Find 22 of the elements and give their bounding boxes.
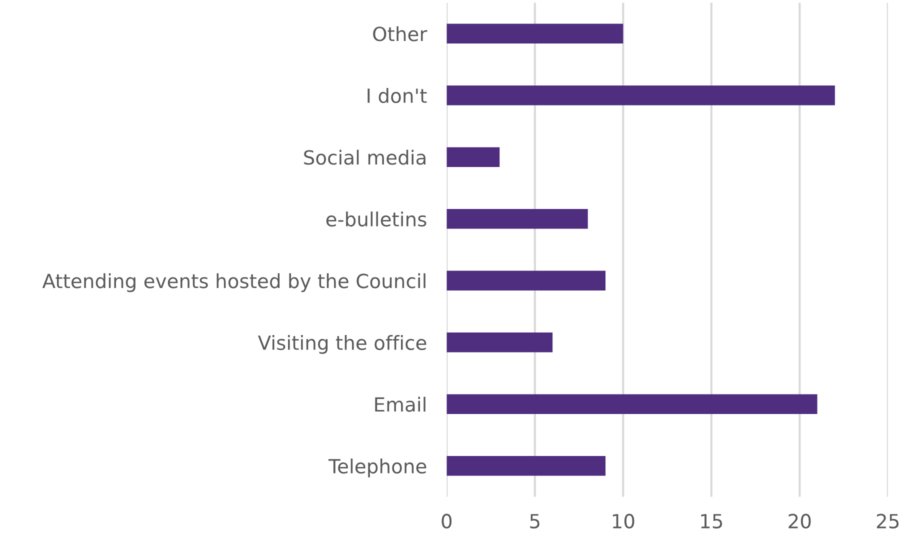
bar xyxy=(446,209,588,229)
bar xyxy=(446,332,553,352)
x-tick-label: 20 xyxy=(788,514,811,529)
bar xyxy=(446,270,606,291)
y-tick-label: Visiting the office xyxy=(258,335,426,354)
bar xyxy=(446,24,624,44)
x-tick-label: 25 xyxy=(876,514,899,529)
y-tick-label: Email xyxy=(375,396,426,412)
bar xyxy=(446,86,835,106)
y-tick-label: e-bulletins xyxy=(326,212,426,227)
y-tick-label: Other xyxy=(373,26,428,42)
bar xyxy=(446,456,606,476)
y-tick-label: Social media xyxy=(304,150,426,165)
y-tick-label: Attending events hosted by the Council xyxy=(42,273,426,292)
x-tick-label: 10 xyxy=(612,514,634,529)
bar xyxy=(446,147,500,168)
x-tick-label: 5 xyxy=(530,514,540,529)
y-tick-label: Telephone xyxy=(328,458,426,478)
x-tick-label: 15 xyxy=(701,514,722,529)
y-tick-label: I don't xyxy=(368,88,427,104)
x-tick-label: 0 xyxy=(442,514,452,529)
bar xyxy=(446,394,818,414)
